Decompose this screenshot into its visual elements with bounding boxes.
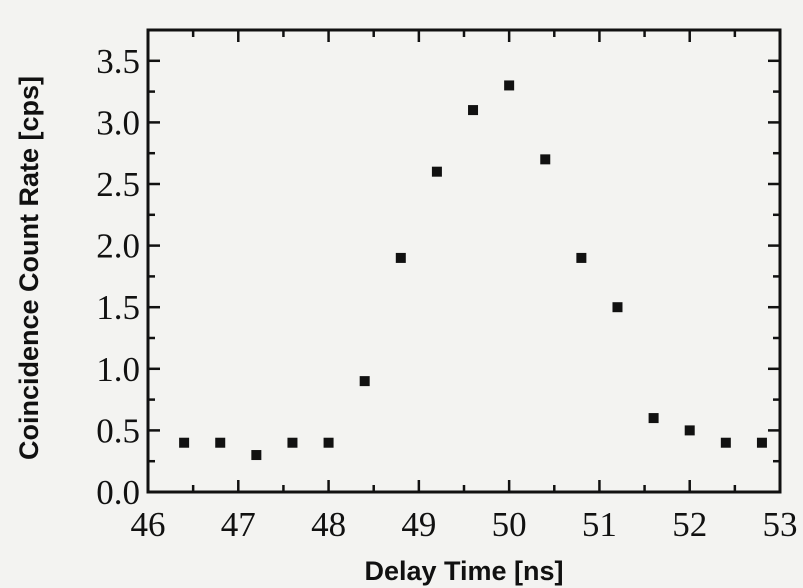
y-axis-title: Coincidence Count Rate [cps] [14, 76, 44, 460]
data-point [504, 80, 515, 91]
y-tick-label: 3.0 [96, 103, 140, 142]
x-tick-label: 52 [672, 505, 707, 544]
data-points [179, 80, 767, 461]
x-tick-label: 47 [221, 505, 256, 544]
axis-ticks [146, 30, 782, 494]
data-point [612, 302, 623, 313]
x-axis-title: Delay Time [ns] [364, 556, 563, 586]
y-tick-label: 2.0 [96, 227, 140, 266]
data-point [648, 413, 659, 424]
x-tick-label: 51 [582, 505, 617, 544]
data-point [179, 437, 190, 448]
data-point [359, 376, 370, 387]
x-tick-label: 50 [492, 505, 527, 544]
x-tick-label: 53 [763, 505, 798, 544]
y-tick-label: 2.5 [96, 165, 140, 204]
y-tick-label: 1.5 [96, 288, 140, 327]
y-tick-label: 0.0 [96, 473, 140, 512]
y-axis-tick-labels: 0.0 0.5 1.0 1.5 2.0 2.5 3.0 3.5 [96, 42, 140, 512]
y-tick-label: 3.5 [96, 42, 140, 81]
data-point [395, 252, 406, 263]
x-tick-label: 46 [131, 505, 166, 544]
y-tick-label: 1.0 [96, 350, 140, 389]
data-point [431, 166, 442, 177]
data-point [576, 252, 587, 263]
data-point [468, 105, 479, 116]
x-tick-label: 49 [401, 505, 436, 544]
data-point [251, 450, 262, 461]
x-axis-tick-labels: 46 47 48 49 50 51 52 53 [131, 505, 798, 544]
data-point [215, 437, 226, 448]
data-point [756, 437, 767, 448]
y-tick-label: 0.5 [96, 411, 140, 450]
plot-frame [146, 28, 782, 494]
data-point [720, 437, 731, 448]
data-point [684, 425, 695, 436]
data-point [323, 437, 334, 448]
x-tick-label: 48 [311, 505, 346, 544]
data-point [540, 154, 551, 165]
data-point [287, 437, 298, 448]
